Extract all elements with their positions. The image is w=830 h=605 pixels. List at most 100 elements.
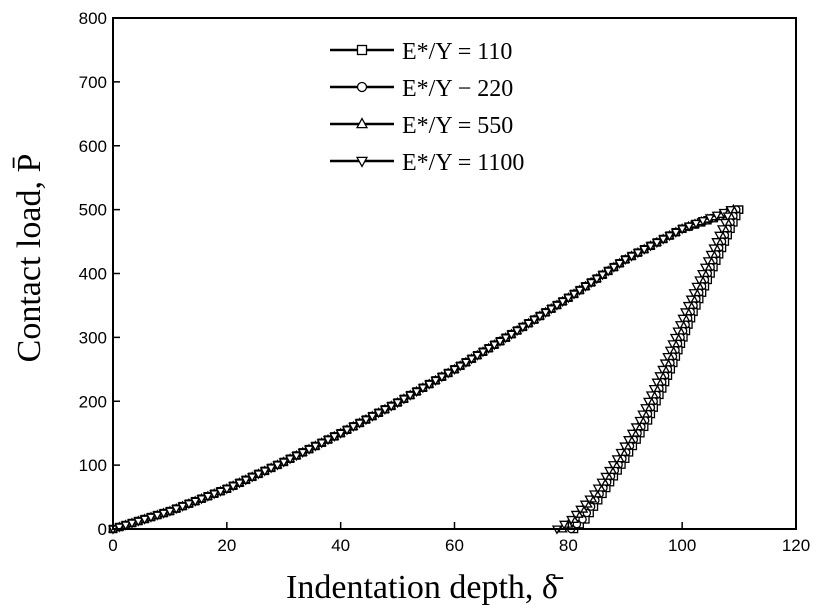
series-4-point xyxy=(566,515,577,526)
x-tick-label: 120 xyxy=(782,536,810,555)
series-4-point xyxy=(654,372,665,382)
series-4-point xyxy=(240,476,251,486)
series-4-point xyxy=(697,269,708,280)
series-4-point xyxy=(424,380,435,390)
series-4-point xyxy=(506,330,517,340)
series-4-point xyxy=(316,439,327,449)
series-4-point xyxy=(697,217,708,227)
y-axis-title: Contact load, P̄ xyxy=(11,154,48,363)
series-4-point xyxy=(540,308,551,319)
plot-area xyxy=(107,203,744,535)
y-tick-label: 100 xyxy=(79,456,107,475)
series-4-point xyxy=(247,473,258,483)
series-4-point xyxy=(114,523,125,533)
series-4-point xyxy=(367,412,378,422)
series-4-point xyxy=(667,340,678,350)
series-4-point xyxy=(417,384,428,394)
series-4-point xyxy=(472,351,483,361)
series-4-point xyxy=(642,397,654,407)
series-4-point xyxy=(603,267,614,277)
series-4-point xyxy=(348,422,359,433)
series-4-point xyxy=(360,416,372,426)
series-4-point xyxy=(120,521,131,531)
series-4-point xyxy=(234,479,245,489)
series-4-point xyxy=(611,455,622,465)
series-4-point xyxy=(658,235,669,245)
series-4-point xyxy=(335,429,346,439)
series-4-point xyxy=(632,249,643,259)
series-4-point xyxy=(651,238,662,249)
series-4-point xyxy=(704,214,715,224)
series-4-point xyxy=(708,244,719,254)
series-4-point xyxy=(297,448,308,459)
series-4-point xyxy=(546,305,557,315)
series-4-point xyxy=(551,301,563,311)
series-4-point xyxy=(489,341,500,351)
series-4-point xyxy=(228,482,239,492)
series-4-point xyxy=(626,252,637,262)
series-4-point xyxy=(607,461,618,471)
series-4-point xyxy=(725,206,736,216)
series-4-point xyxy=(534,312,545,322)
series-4-point xyxy=(592,484,603,494)
series-4-point xyxy=(466,355,477,365)
series-4-point xyxy=(690,219,702,229)
series-4-point xyxy=(152,511,163,521)
series-4-point xyxy=(684,222,695,232)
series-4-point xyxy=(694,276,705,286)
series-4-point xyxy=(711,238,722,248)
series-4-point xyxy=(559,520,570,530)
series-4-point xyxy=(512,327,523,337)
legend-marker xyxy=(355,156,369,168)
x-axis-title-text: Indentation depth, δ̄ xyxy=(286,569,564,605)
series-4-point xyxy=(586,278,597,289)
legend-label: E*/Y − 220 xyxy=(402,76,513,102)
series-4-point xyxy=(722,212,733,222)
series-4-point xyxy=(329,432,340,443)
series-4-point xyxy=(449,365,460,375)
series-4-point xyxy=(664,232,675,242)
series-4-point xyxy=(672,327,683,337)
series-4-point xyxy=(354,419,365,429)
series-4-point xyxy=(651,378,662,388)
series-3 xyxy=(107,203,739,533)
y-tick-label: 400 xyxy=(79,265,107,284)
series-4-point xyxy=(171,505,182,515)
series-4-point xyxy=(190,497,201,507)
series-4-point xyxy=(604,466,615,477)
series-4-point xyxy=(126,519,138,529)
series-4-point xyxy=(310,442,321,452)
series-4-point xyxy=(517,323,528,333)
series-4-point xyxy=(648,384,659,395)
series-4-point xyxy=(677,314,688,324)
series-4-point xyxy=(341,426,353,436)
y-tick-label: 600 xyxy=(79,137,107,156)
series-4-point xyxy=(477,348,489,358)
legend-marker xyxy=(356,44,368,56)
x-tick-label: 40 xyxy=(331,536,350,555)
series-4-point xyxy=(702,257,713,267)
series-4-point xyxy=(670,228,681,238)
series-4-point xyxy=(196,495,207,505)
series-4-point xyxy=(266,464,277,474)
series-1 xyxy=(108,205,744,534)
series-4-point xyxy=(705,250,716,261)
series-4-point xyxy=(634,416,645,427)
y-tick-label: 0 xyxy=(98,520,107,539)
series-4-point xyxy=(386,402,397,412)
series-4-point xyxy=(209,490,220,500)
series-4-point xyxy=(529,316,540,326)
legend: E*/Y = 110 E*/Y − 220 E*/Y = 550 E*/Y = 110… xyxy=(330,39,524,176)
series-4-point xyxy=(253,470,264,480)
series-4-point xyxy=(291,452,302,462)
legend-label: E*/Y = 110 xyxy=(402,39,512,65)
series-4-point xyxy=(630,423,641,433)
series-4-point xyxy=(699,263,710,273)
x-tick-label: 80 xyxy=(559,536,578,555)
series-3-loading-line xyxy=(112,208,734,530)
x-tick-label: 100 xyxy=(668,536,696,555)
series-4-point xyxy=(411,387,422,398)
legend-marker xyxy=(355,117,369,129)
series-4-point xyxy=(597,271,608,281)
